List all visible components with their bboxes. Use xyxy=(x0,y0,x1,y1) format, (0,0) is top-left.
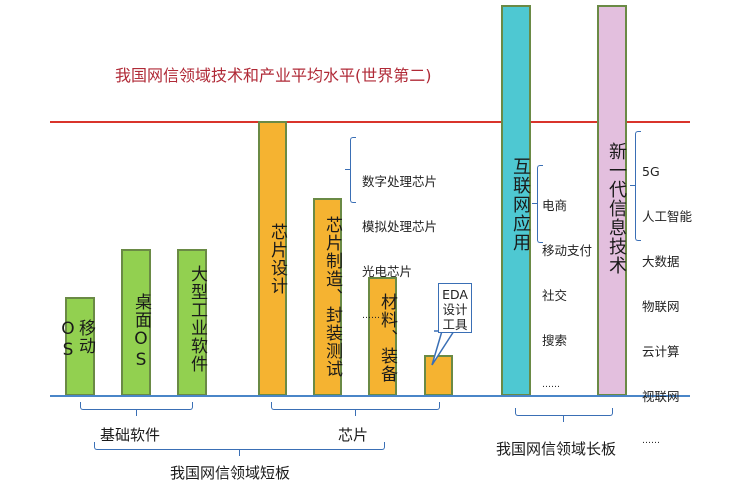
bar-label: 桌面OS xyxy=(131,293,151,371)
bar-label: 移动OS xyxy=(58,319,95,361)
new-it-list: 5G 人工智能 大数据 物联网 云计算 视联网 …… xyxy=(642,134,692,479)
bar-mobile-os: 移动OS xyxy=(58,297,95,396)
bar-new-it: 新一代信息技术 xyxy=(597,5,627,396)
new-it-list-brace xyxy=(630,131,641,241)
long-board-label: 我国网信领域长板 xyxy=(496,440,617,458)
list-item: …… xyxy=(362,311,380,321)
basic-software-label: 基础软件 xyxy=(100,426,161,444)
list-item: 视联网 xyxy=(642,389,680,404)
long-board-brace xyxy=(515,408,613,422)
bar-chip-design: 芯片设计 xyxy=(258,121,287,396)
bar-label: 互联网应用 xyxy=(510,157,531,252)
short-board-label: 我国网信领域短板 xyxy=(170,464,291,482)
internet-list-brace xyxy=(532,165,543,243)
basic-software-brace xyxy=(80,402,193,416)
chip-types-list: 数字处理芯片 模拟处理芯片 光电芯片 …… xyxy=(362,144,437,354)
list-item: 光电芯片 xyxy=(362,264,413,279)
bar-label: 大型工业软件 xyxy=(187,265,207,373)
internet-apps-list: 电商 移动支付 社交 搜索 …… xyxy=(542,168,592,423)
list-item: 数字处理芯片 xyxy=(362,174,438,189)
list-item: 人工智能 xyxy=(642,209,693,224)
list-item: 电商 xyxy=(542,198,568,213)
list-item: …… xyxy=(642,436,660,446)
bar-desktop-os: 桌面OS xyxy=(121,249,151,396)
short-board-brace xyxy=(94,442,385,456)
bar-materials-equipment: 材料、装备 xyxy=(368,277,397,396)
list-item: 搜索 xyxy=(542,333,568,348)
list-item: 云计算 xyxy=(642,344,680,359)
list-item: 物联网 xyxy=(642,299,680,314)
bar-label: 芯片制造、封装测试 xyxy=(322,216,342,378)
bar-internet-apps: 互联网应用 xyxy=(501,5,531,396)
chips-label: 芯片 xyxy=(338,426,369,444)
list-item: 社交 xyxy=(542,288,568,303)
list-item: 大数据 xyxy=(642,254,680,269)
chip-list-brace xyxy=(345,137,356,203)
list-item: 模拟处理芯片 xyxy=(362,219,438,234)
baseline xyxy=(50,395,690,397)
list-item: 5G xyxy=(642,164,660,179)
bar-chip-manufacturing: 芯片制造、封装测试 xyxy=(313,198,342,396)
eda-callout: EDA 设计 工具 xyxy=(438,283,472,333)
bar-label: 材料、装备 xyxy=(377,293,397,383)
list-item: …… xyxy=(542,380,560,390)
bar-industrial-software: 大型工业软件 xyxy=(177,249,207,396)
chips-brace xyxy=(271,402,440,416)
bar-label: 新一代信息技术 xyxy=(606,142,627,275)
average-level-line xyxy=(50,121,690,123)
list-item: 移动支付 xyxy=(542,243,593,258)
average-level-title: 我国网信领域技术和产业平均水平(世界第二) xyxy=(115,66,432,85)
bar-label: 芯片设计 xyxy=(267,223,287,295)
